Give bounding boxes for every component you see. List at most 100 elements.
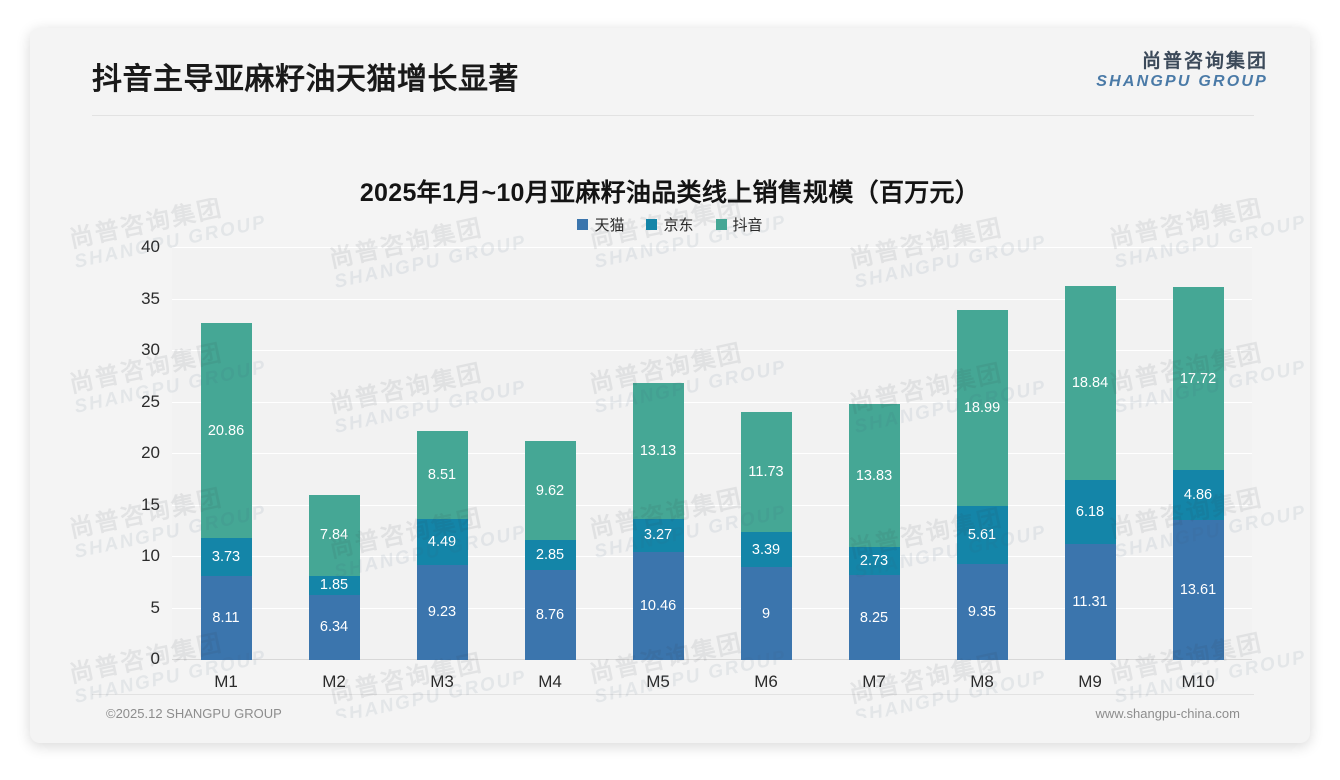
bar-segment-天猫[interactable]: 8.76 [524,569,576,660]
slide-header: 抖音主导亚麻籽油天猫增长显著 尚普咨询集团 SHANGPU GROUP [30,28,1310,116]
legend-item-天猫[interactable]: 天猫 [577,214,624,235]
bar-group[interactable]: 20.86 3.73 8.11 M1 [200,248,252,691]
bar-value-label: 8.76 [535,606,565,623]
legend-label: 京东 [663,217,694,234]
bar-segment-抖音[interactable]: 18.84 [1064,285,1116,480]
x-axis-tick-label: M6 [754,672,778,691]
y-axis-tick-label: 30 [141,340,160,359]
bar-segment-抖音[interactable]: 8.51 [416,431,468,519]
chart-legend: 天猫 京东 抖音 [30,214,1310,235]
y-axis-tick-label: 0 [150,649,160,668]
slide-card: 抖音主导亚麻籽油天猫增长显著 尚普咨询集团 SHANGPU GROUP 2025… [30,28,1310,743]
bar-value-label: 7.84 [319,527,349,544]
bar-segment-京东[interactable]: 5.61 [956,505,1008,564]
bar-segment-抖音[interactable]: 13.83 [848,404,900,547]
bar-segment-京东[interactable]: 3.73 [200,538,252,577]
bar-value-label: 2.73 [859,552,889,569]
legend-label: 天猫 [594,217,625,234]
bar-segment-天猫[interactable]: 9 [740,567,792,660]
plot-region: 0 5 10 15 20 25 30 35 40 20.86 3.73 8.11 M1 7.84 1.85… [141,237,1252,691]
bar-value-label: 3.27 [643,527,673,544]
x-axis-tick-label: M8 [970,672,994,691]
x-axis-tick-label: M10 [1181,672,1215,691]
y-axis-tick-label: 20 [141,443,160,462]
bar-value-label: 13.13 [639,442,677,459]
bar-group[interactable]: 13.83 2.73 8.25 M7 [848,248,900,691]
brand-logo: 尚普咨询集团 SHANGPU GROUP [1096,52,1268,91]
bar-value-label: 18.84 [1071,374,1109,391]
gridline: 25 [141,392,1252,411]
bar-segment-京东[interactable]: 3.27 [632,518,684,553]
bar-group[interactable]: 17.72 4.86 13.61 M10 [1172,248,1224,691]
gridline: 20 [141,443,1252,462]
bar-group[interactable]: 18.84 6.18 11.31 M9 [1064,248,1116,691]
bar-segment-抖音[interactable]: 20.86 [200,323,252,539]
logo-text-cn: 尚普咨询集团 [1141,51,1268,72]
gridline: 30 [141,340,1252,359]
bar-value-label: 9.23 [427,604,457,621]
footer-copyright: ©2025.12 SHANGPU GROUP [106,706,282,721]
bar-value-label: 9 [761,605,771,622]
bar-segment-天猫[interactable]: 11.31 [1064,543,1116,660]
x-axis-tick-label: M1 [214,672,238,691]
bar-value-label: 13.83 [855,467,893,484]
bar-segment-京东[interactable]: 6.18 [1064,479,1116,544]
bar-segment-抖音[interactable]: 13.13 [632,383,684,519]
bar-segment-天猫[interactable]: 9.35 [956,563,1008,660]
x-axis-tick-label: M7 [862,672,886,691]
gridline: 35 [141,289,1252,308]
bar-segment-天猫[interactable]: 6.34 [308,594,360,660]
bar-value-label: 8.11 [212,610,240,627]
x-axis-tick-label: M5 [646,672,670,691]
bar-segment-天猫[interactable]: 10.46 [632,552,684,660]
bar-segment-京东[interactable]: 1.85 [308,575,360,595]
bar-segment-京东[interactable]: 4.49 [416,518,468,565]
y-axis-tick-label: 35 [141,288,160,308]
bar-group[interactable]: 9.62 2.85 8.76 M4 [524,248,576,691]
gridline: 15 [141,495,1252,514]
bar-group[interactable]: 13.13 3.27 10.46 M5 [632,248,684,691]
bar-group[interactable]: 11.73 3.39 9 M6 [740,248,792,691]
bar-segment-京东[interactable]: 2.73 [848,546,900,576]
x-axis-tick-label: M3 [430,672,454,691]
x-axis-tick-label: M4 [538,672,562,691]
y-axis-tick-label: 25 [141,391,160,411]
header-divider [92,115,1254,116]
y-axis-tick-label: 5 [150,597,160,617]
bar-value-label: 13.61 [1179,581,1217,598]
bar-value-label: 11.31 [1072,593,1108,610]
bar-value-label: 5.61 [967,526,997,543]
bar-segment-京东[interactable]: 3.39 [740,532,792,568]
chart-title: 2025年1月~10月亚麻籽油品类线上销售规模（百万元） [359,179,981,207]
bar-segment-抖音[interactable]: 11.73 [740,411,792,533]
x-axis-tick-label: M9 [1078,672,1102,691]
bar-segment-抖音[interactable]: 7.84 [308,494,360,576]
legend-label: 抖音 [732,217,763,234]
bar-value-label: 8.25 [859,609,889,626]
bar-segment-抖音[interactable]: 18.99 [956,310,1008,506]
gridline: 10 [141,546,1252,565]
legend-swatch-icon [646,219,658,230]
bar-segment-天猫[interactable]: 8.25 [848,575,900,660]
bar-group[interactable]: 8.51 4.49 9.23 M3 [416,248,468,691]
bar-group[interactable]: 18.99 5.61 9.35 M8 [956,248,1008,691]
bar-group[interactable]: 7.84 1.85 6.34 M2 [308,248,360,691]
bar-segment-京东[interactable]: 2.85 [524,540,576,570]
legend-item-京东[interactable]: 京东 [646,214,694,235]
bar-segment-抖音[interactable]: 9.62 [524,441,576,541]
bar-segment-天猫[interactable]: 8.11 [200,576,252,660]
bar-value-label: 8.51 [427,466,457,483]
bar-value-label: 4.86 [1183,486,1213,503]
bar-segment-天猫[interactable]: 9.23 [416,564,468,660]
y-axis-tick-label: 40 [141,237,160,256]
bar-value-label: 10.46 [639,598,677,615]
bar-value-label: 9.62 [535,482,565,499]
footer-website[interactable]: www.shangpu-china.com [1095,706,1240,721]
bar-value-label: 11.73 [748,464,784,480]
x-axis-tick-label: M2 [322,672,346,691]
legend-item-抖音[interactable]: 抖音 [715,214,763,235]
bar-segment-京东[interactable]: 4.86 [1172,469,1224,520]
bar-segment-抖音[interactable]: 17.72 [1172,287,1224,470]
bar-value-label: 2.85 [535,547,565,564]
bar-segment-天猫[interactable]: 13.61 [1172,519,1224,660]
